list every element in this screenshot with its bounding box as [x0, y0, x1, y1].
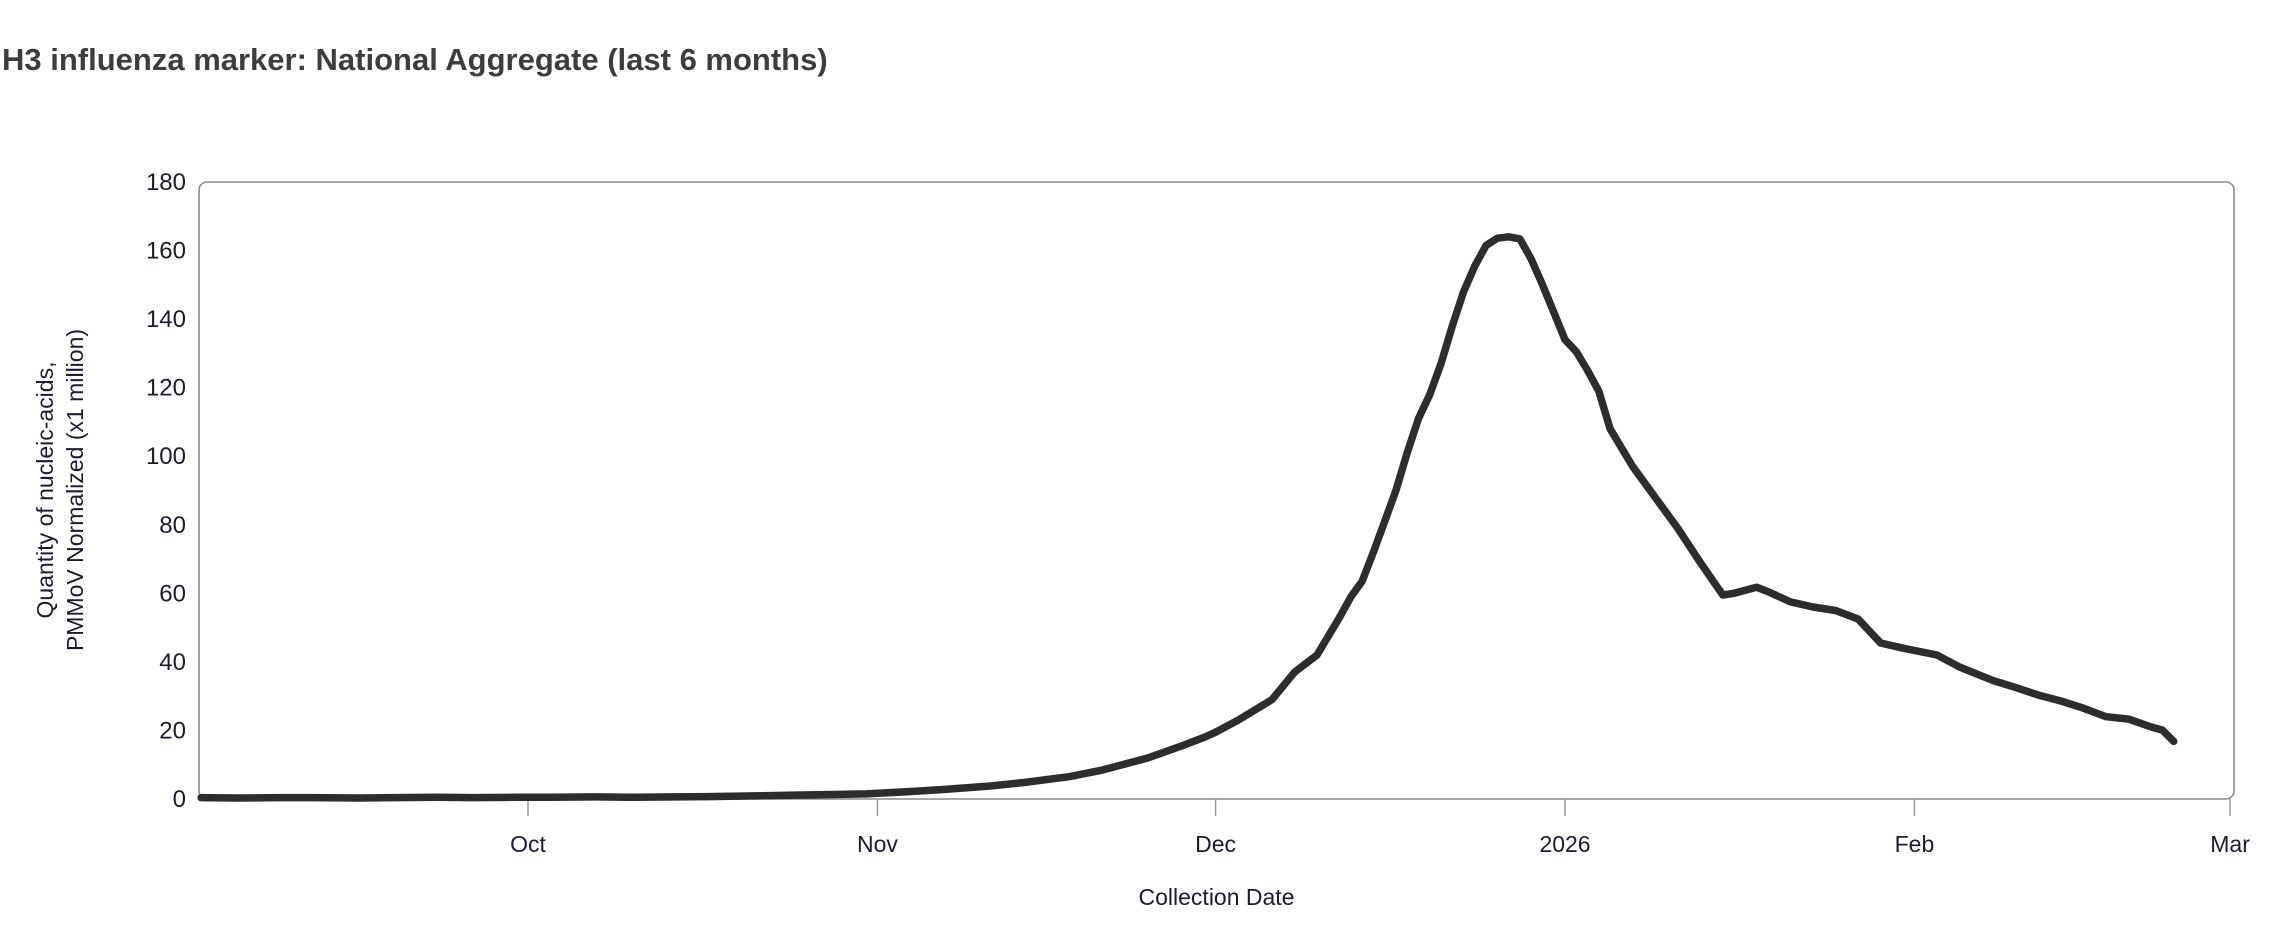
x-axis-title: Collection Date [1138, 884, 1295, 910]
y-axis-title-line1: Quantity of nucleic-acids, [32, 361, 58, 619]
series-line [197, 233, 2178, 802]
plot-border [198, 181, 2235, 800]
x-axis-tick-label: Oct [510, 831, 546, 857]
y-axis-tick-label: 60 [159, 580, 186, 607]
y-axis-tick-label: 140 [146, 306, 186, 333]
y-axis-tick-label: 80 [159, 512, 186, 539]
y-axis-title: Quantity of nucleic-acids, PMMoV Normali… [30, 329, 90, 651]
y-axis-tick-label: 0 [173, 786, 186, 813]
y-axis-title-line2: PMMoV Normalized (x1 million) [62, 328, 88, 652]
y-axis-tick-label: 180 [146, 169, 186, 196]
x-axis-tick-label: Feb [1895, 831, 1935, 857]
x-axis-tick-label: 2026 [1539, 831, 1590, 857]
y-axis-tick-label: 160 [146, 238, 186, 265]
chart-title: H3 influenza marker: National Aggregate … [2, 42, 828, 77]
x-axis-tick-label: Dec [1195, 831, 1236, 857]
y-axis-tick-label: 100 [146, 443, 186, 470]
y-axis-tick-label: 40 [159, 649, 186, 676]
x-axis-tick-label: Mar [2210, 831, 2250, 857]
x-axis-tick-label: Nov [857, 831, 898, 857]
y-axis-tick-label: 120 [146, 375, 186, 402]
y-axis-tick-label: 20 [159, 717, 186, 744]
